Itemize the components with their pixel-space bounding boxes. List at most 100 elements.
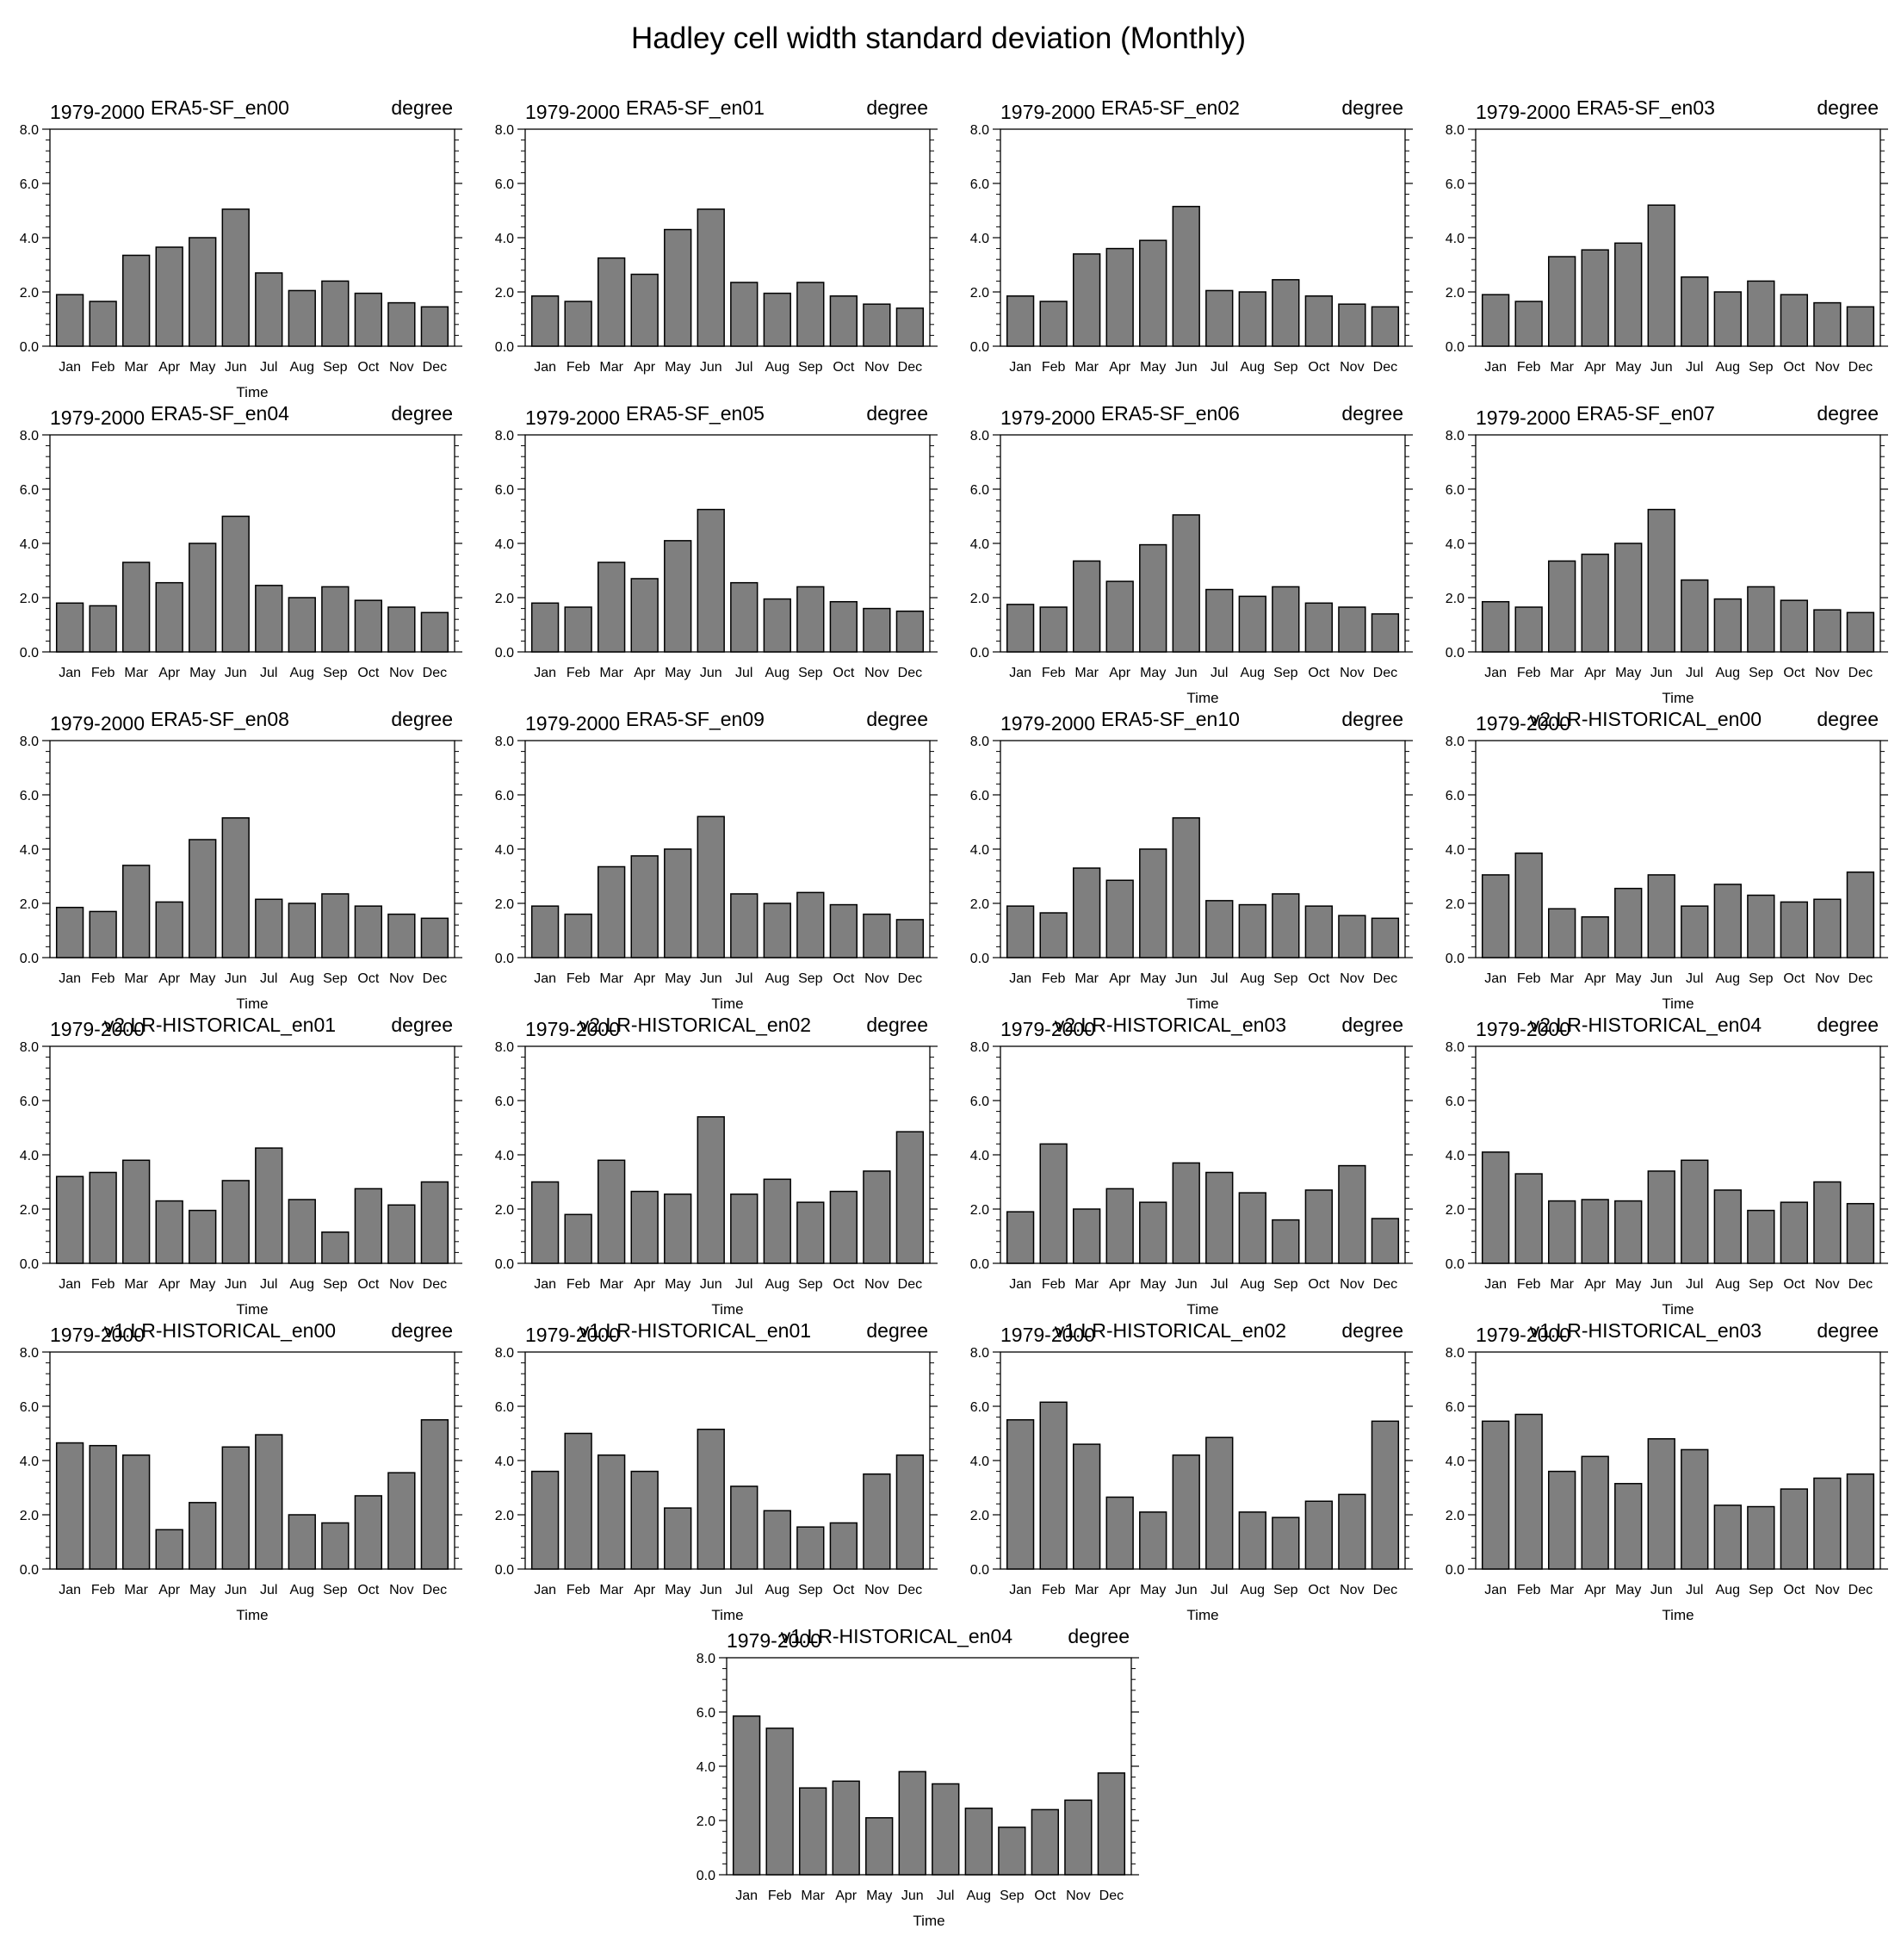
- x-tick-label: Aug: [765, 666, 790, 680]
- bar: [155, 581, 183, 653]
- bar: [1713, 1504, 1742, 1570]
- y-tick-label: 2.0: [1446, 1203, 1464, 1218]
- bar: [1272, 586, 1300, 653]
- x-tick-label: Apr: [835, 1889, 858, 1903]
- y-tick-label: 4.0: [495, 537, 514, 552]
- x-tick-label: Mar: [599, 971, 623, 986]
- x-tick-label: Apr: [1109, 666, 1131, 680]
- x-tick-label: Nov: [1340, 360, 1364, 375]
- x-tick-label: Oct: [1783, 1583, 1805, 1597]
- panel-unit-label: degree: [391, 96, 453, 119]
- bar: [1780, 901, 1808, 958]
- x-tick-label: Mar: [124, 360, 148, 375]
- panel-period-label: 1979-2000: [1000, 1324, 1095, 1346]
- panel-period-label: 1979-2000: [50, 101, 145, 123]
- y-tick-label: 0.0: [495, 646, 514, 661]
- bar: [796, 1526, 825, 1570]
- bar: [55, 1175, 84, 1264]
- bar: [89, 1444, 117, 1570]
- x-tick-label: Sep: [798, 971, 823, 986]
- x-tick-label: Jul: [1211, 666, 1228, 680]
- x-axis-label: Time: [1186, 1607, 1218, 1623]
- x-tick-label: Feb: [91, 360, 115, 375]
- x-tick-label: May: [665, 360, 690, 375]
- x-tick-label: Dec: [423, 971, 447, 986]
- bar: [1238, 1192, 1266, 1264]
- x-axis-label: Time: [1662, 996, 1694, 1012]
- bar: [1681, 1159, 1709, 1264]
- panel-unit-label: degree: [1817, 708, 1879, 730]
- x-tick-label: May: [1140, 360, 1166, 375]
- x-axis-label: Time: [236, 384, 268, 400]
- y-tick-label: 6.0: [697, 1706, 715, 1721]
- x-tick-label: Sep: [323, 1277, 348, 1292]
- panel-title: v2.LR-HISTORICAL_en01: [104, 1014, 336, 1036]
- panel-title: v1.LR-HISTORICAL_en04: [781, 1625, 1013, 1647]
- bar: [796, 586, 825, 653]
- bar: [1647, 1438, 1675, 1570]
- x-axis-label: Time: [236, 1301, 268, 1318]
- bar: [122, 561, 151, 653]
- y-tick-label: 6.0: [970, 1095, 989, 1109]
- bar: [1304, 905, 1333, 958]
- y-tick-label: 0.0: [1446, 1563, 1464, 1578]
- x-tick-label: May: [1140, 1277, 1166, 1292]
- bar: [763, 598, 791, 653]
- x-tick-label: Nov: [1815, 1277, 1839, 1292]
- bar: [1105, 247, 1134, 347]
- bar: [1238, 595, 1266, 653]
- bar: [321, 1231, 350, 1264]
- x-tick-label: Oct: [833, 971, 854, 986]
- x-tick-label: Oct: [1783, 1277, 1805, 1292]
- bar: [1073, 867, 1101, 958]
- bar: [664, 540, 692, 653]
- y-tick-label: 0.0: [20, 340, 39, 355]
- panel-title: v1.LR-HISTORICAL_en02: [1055, 1319, 1286, 1342]
- y-tick-label: 6.0: [970, 483, 989, 498]
- panel-period-label: 1979-2000: [1476, 712, 1570, 735]
- x-tick-label: Nov: [1815, 360, 1839, 375]
- x-tick-label: Jun: [1650, 360, 1673, 375]
- bar: [1614, 543, 1643, 653]
- bar: [255, 1434, 283, 1570]
- bar: [1780, 599, 1808, 653]
- bar: [863, 1170, 891, 1264]
- x-tick-label: Feb: [91, 666, 115, 680]
- panel-period-label: 1979-2000: [50, 1018, 145, 1040]
- bar: [530, 602, 560, 653]
- x-tick-label: Feb: [1517, 971, 1541, 986]
- y-tick-label: 0.0: [20, 1257, 39, 1272]
- bar: [1713, 598, 1742, 653]
- bar: [832, 1780, 860, 1876]
- x-tick-label: Dec: [1373, 1277, 1397, 1292]
- bar: [1205, 1171, 1234, 1264]
- panel-title: ERA5-SF_en03: [1576, 96, 1715, 119]
- x-axis-label: Time: [711, 996, 743, 1012]
- bar: [865, 1817, 894, 1876]
- bar: [1238, 903, 1266, 958]
- bar: [1614, 1200, 1643, 1264]
- bar: [530, 905, 560, 958]
- panel-title: v2.LR-HISTORICAL_en02: [579, 1014, 811, 1036]
- y-tick-label: 4.0: [970, 843, 989, 858]
- bar: [1073, 1208, 1101, 1264]
- bar: [1338, 1493, 1366, 1570]
- x-tick-label: Jan: [59, 971, 81, 986]
- x-tick-label: Dec: [1848, 666, 1873, 680]
- bar: [221, 208, 250, 347]
- x-tick-label: Jul: [1211, 1277, 1228, 1292]
- bar: [664, 228, 692, 347]
- bar: [1681, 276, 1709, 347]
- x-tick-label: Jun: [700, 666, 722, 680]
- x-tick-label: Aug: [1716, 360, 1740, 375]
- bar: [765, 1727, 794, 1876]
- x-tick-label: Jul: [735, 1583, 752, 1597]
- panel-unit-label: degree: [1817, 1014, 1879, 1036]
- bar: [189, 543, 217, 653]
- bar: [55, 602, 84, 653]
- x-tick-label: Jan: [1009, 1277, 1031, 1292]
- x-tick-label: Dec: [898, 666, 922, 680]
- y-tick-label: 8.0: [1446, 735, 1464, 749]
- x-tick-label: Nov: [1066, 1889, 1090, 1903]
